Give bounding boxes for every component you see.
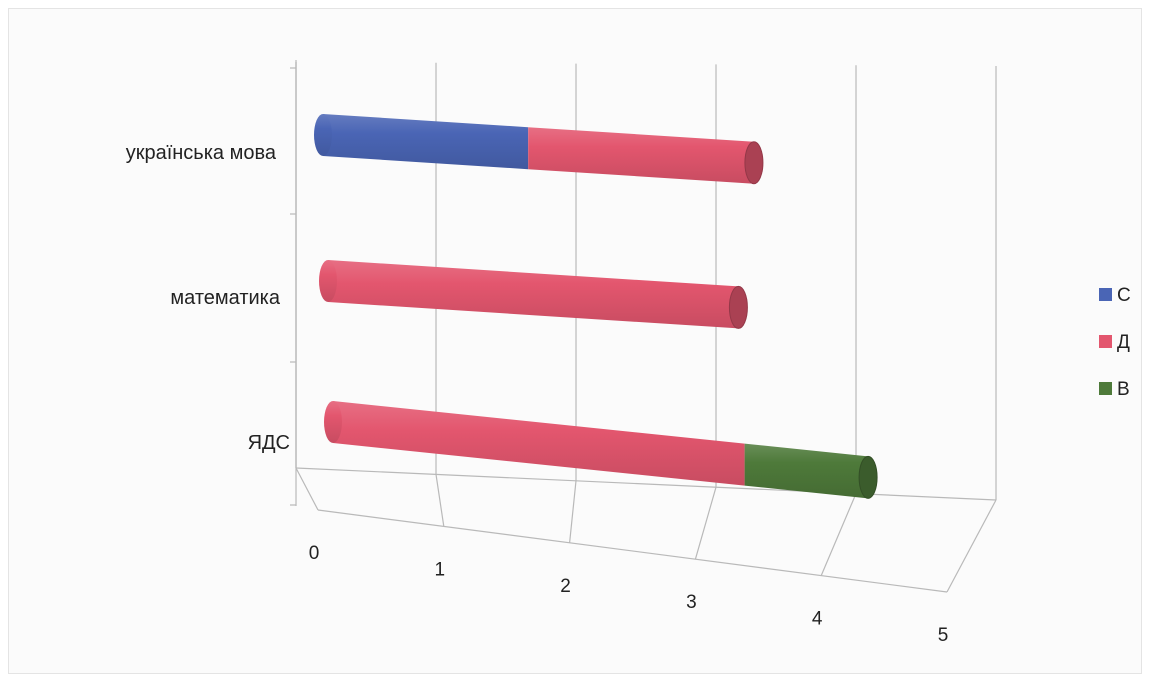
bar-end-cap <box>728 285 748 329</box>
bar-start-cap <box>314 114 332 156</box>
bar-segment-В <box>744 443 869 499</box>
x-tick-label: 3 <box>686 592 697 613</box>
bar-start-cap <box>319 260 337 302</box>
floor-gridline <box>694 487 717 560</box>
x-tick-label: 4 <box>812 609 823 630</box>
x-tick-label: 1 <box>435 559 446 580</box>
legend-label: С <box>1117 285 1131 306</box>
chart-walls <box>290 60 997 593</box>
x-tick-labels: 0 1 2 3 4 5 <box>309 543 949 646</box>
bar-end-cap <box>744 141 764 185</box>
floor-gridline <box>295 467 319 511</box>
floor-gridline <box>435 474 445 527</box>
bar-start-cap <box>324 401 342 443</box>
floor-gridline <box>569 480 577 543</box>
floor-gridline <box>820 493 857 576</box>
legend-label: В <box>1117 379 1130 400</box>
x-tick-label: 2 <box>560 576 571 597</box>
x-axis-line <box>317 509 948 593</box>
category-label: математика <box>170 287 280 309</box>
legend-swatch <box>1099 288 1112 301</box>
legend: С Д В <box>1099 285 1131 400</box>
category-labels: ЯДС математика українська мова <box>126 142 290 454</box>
floor-back-edge <box>295 467 997 501</box>
chart-frame <box>8 8 1142 674</box>
bar-segment-С <box>323 114 529 170</box>
bar-segment-Д <box>328 260 739 329</box>
bar-segment-Д <box>528 127 754 184</box>
legend-label: Д <box>1117 332 1130 353</box>
legend-swatch <box>1099 335 1112 348</box>
bar-segment-Д <box>333 401 745 486</box>
chart-bars <box>314 114 878 499</box>
legend-swatch <box>1099 382 1112 395</box>
category-label: ЯДС <box>248 432 290 454</box>
category-label: українська мова <box>126 142 277 164</box>
x-tick-label: 5 <box>938 625 949 646</box>
x-tick-label: 0 <box>309 543 320 564</box>
bar-end-cap <box>858 455 878 499</box>
floor-gridline <box>946 499 997 593</box>
